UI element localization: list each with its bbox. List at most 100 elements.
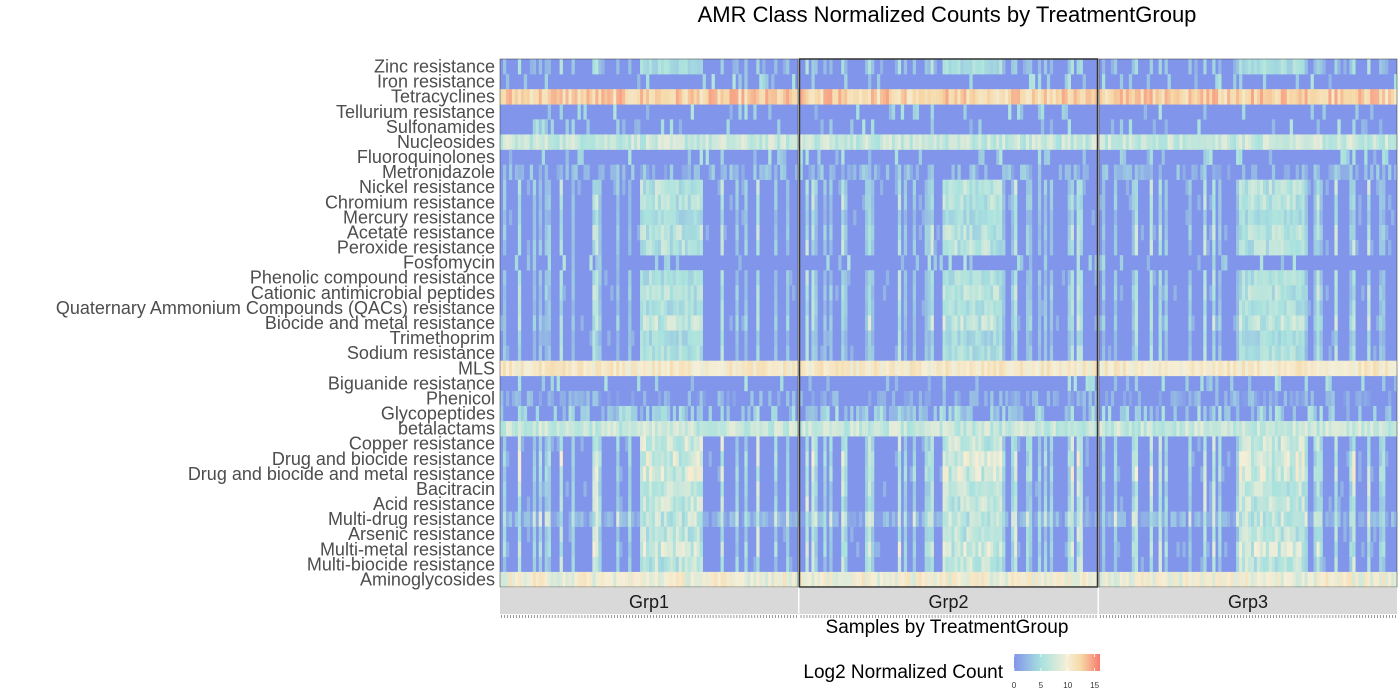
heatmap-cell: [912, 330, 917, 346]
heatmap-cell: [1313, 345, 1317, 362]
heatmap-cell: [975, 89, 979, 105]
heatmap-cell: [1248, 194, 1252, 211]
heatmap-cell: [1149, 134, 1153, 150]
heatmap-cell: [511, 360, 516, 377]
heatmap-cell: [975, 466, 979, 482]
heatmap-cell: [865, 285, 869, 301]
heatmap-cell: [1349, 496, 1353, 512]
heatmap-cell: [774, 194, 778, 211]
heatmap-cell: [909, 89, 914, 105]
heatmap-cell: [616, 405, 620, 422]
heatmap-cell: [868, 541, 872, 558]
heatmap-cell: [805, 330, 809, 346]
heatmap-cell: [735, 496, 739, 512]
heatmap-cell: [1292, 179, 1296, 196]
heatmap-cell: [814, 421, 818, 437]
heatmap-cell: [963, 134, 967, 150]
heatmap-cell: [1224, 390, 1228, 407]
heatmap-cell: [580, 571, 584, 588]
heatmap-cell: [547, 390, 551, 407]
heatmap-cell: [1043, 345, 1048, 362]
heatmap-cell: [1079, 466, 1083, 482]
heatmap-cell: [1128, 134, 1133, 150]
heatmap-cell: [777, 119, 781, 135]
heatmap-cell: [1250, 496, 1255, 512]
heatmap-cell: [505, 89, 510, 105]
heatmap-cell: [696, 345, 700, 362]
heatmap-cell: [1262, 330, 1267, 346]
heatmap-cell: [981, 59, 985, 75]
heatmap-cell: [738, 104, 742, 120]
heatmap-cell: [835, 285, 839, 301]
heatmap-cell: [672, 541, 677, 558]
heatmap-cell: [1236, 451, 1240, 467]
heatmap-cell: [999, 59, 1003, 75]
heatmap-cell: [1113, 466, 1118, 482]
heatmap-cell: [1203, 224, 1207, 241]
heatmap-cell: [589, 330, 593, 346]
heatmap-cell: [945, 345, 949, 362]
heatmap-cell: [924, 541, 928, 558]
heatmap-cell: [1020, 104, 1024, 120]
heatmap-cell: [903, 164, 908, 180]
heatmap-cell: [550, 571, 554, 588]
heatmap-cell: [538, 421, 543, 437]
heatmap-cell: [598, 224, 602, 241]
heatmap-cell: [562, 571, 566, 588]
heatmap-cell: [592, 360, 596, 377]
heatmap-cell: [844, 496, 848, 512]
heatmap-cell: [696, 194, 700, 211]
heatmap-cell: [814, 541, 818, 558]
heatmap-cell: [631, 330, 635, 346]
heatmap-cell: [1391, 209, 1395, 226]
heatmap-cell: [711, 511, 715, 527]
heatmap-cell: [711, 421, 715, 437]
heatmap-cell: [598, 240, 602, 256]
heatmap-cell: [1277, 194, 1282, 211]
heatmap-cell: [595, 451, 599, 467]
heatmap-cell: [532, 360, 537, 377]
heatmap-cell: [669, 496, 674, 512]
heatmap-cell: [1292, 466, 1296, 482]
heatmap-cell: [589, 511, 593, 527]
heatmap-cell: [1280, 179, 1285, 196]
heatmap-cell: [774, 526, 778, 543]
heatmap-cell: [823, 179, 827, 196]
heatmap-cell: [1212, 436, 1216, 452]
heatmap-cell: [1379, 270, 1383, 286]
heatmap-cell: [924, 405, 928, 422]
heatmap-cell: [981, 360, 985, 377]
heatmap-cell: [1104, 360, 1109, 377]
heatmap-cell: [687, 345, 692, 362]
heatmap-cell: [975, 224, 979, 241]
heatmap-cell: [678, 481, 683, 497]
heatmap-cell: [526, 571, 531, 588]
heatmap-cell: [1271, 270, 1276, 286]
heatmap-cell: [720, 421, 724, 437]
heatmap-cell: [1304, 481, 1308, 497]
heatmap-cell: [972, 164, 976, 180]
heatmap-cell: [1023, 360, 1027, 377]
heatmap-cell: [1137, 360, 1142, 377]
heatmap-cell: [978, 300, 982, 316]
heatmap-cell: [990, 451, 994, 467]
heatmap-cell: [1319, 134, 1323, 150]
heatmap-cell: [657, 496, 662, 512]
heatmap-cell: [1334, 224, 1338, 241]
heatmap-cell: [720, 541, 724, 558]
heatmap-cell: [1259, 451, 1264, 467]
heatmap-cell: [643, 571, 647, 588]
heatmap-cell: [678, 541, 683, 558]
heatmap-cell: [1262, 134, 1267, 150]
heatmap-cell: [1203, 360, 1207, 377]
heatmap-cell: [853, 360, 857, 377]
heatmap-cell: [999, 526, 1003, 543]
heatmap-cell: [681, 436, 686, 452]
heatmap-cell: [693, 571, 697, 588]
heatmap-cell: [1385, 451, 1389, 467]
heatmap-cell: [643, 390, 647, 407]
heatmap-cell: [1023, 134, 1027, 150]
heatmap-cell: [1242, 134, 1246, 150]
heatmap-cell: [589, 134, 593, 150]
heatmap-cell: [598, 164, 602, 180]
